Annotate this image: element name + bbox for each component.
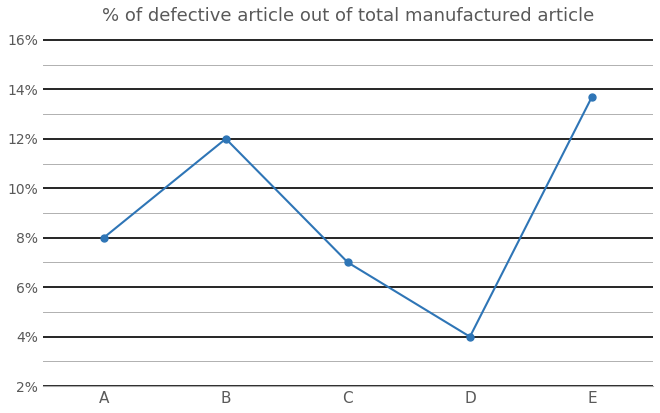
Title: % of defective article out of total manufactured article: % of defective article out of total manu… [102, 7, 594, 25]
